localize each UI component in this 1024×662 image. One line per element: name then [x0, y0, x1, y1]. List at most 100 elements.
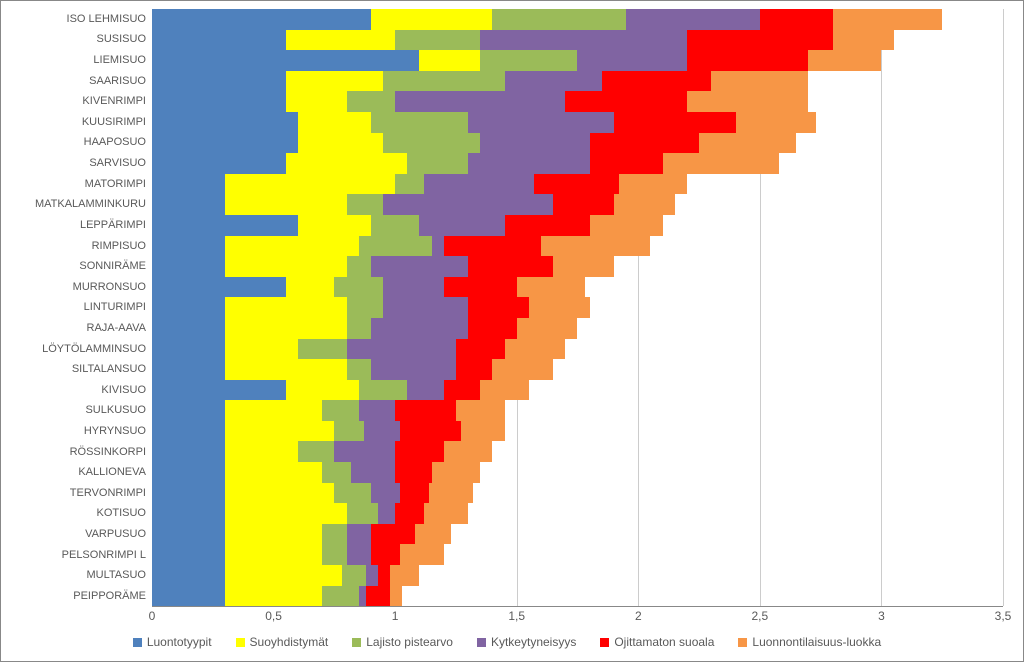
bar-row	[152, 91, 1003, 112]
bar-segment-ojittamaton	[468, 297, 529, 318]
bar-segment-luontotyypit	[152, 236, 225, 257]
category-label: LEPPÄRIMPI	[11, 220, 146, 231]
category-label: KUUSIRIMPI	[11, 117, 146, 128]
bar-segment-suoyhdistymat	[371, 9, 493, 30]
x-tick-label: 3,5	[995, 609, 1012, 623]
bar-segment-lajisto	[347, 297, 383, 318]
category-label: TERVONRIMPI	[11, 488, 146, 499]
category-label: SULKUSUO	[11, 405, 146, 416]
bar-segment-luonnontilaisuus	[456, 400, 505, 421]
bar-segment-lajisto	[395, 30, 480, 51]
bar-segment-luonnontilaisuus	[619, 174, 687, 195]
bar-segment-luontotyypit	[152, 359, 225, 380]
bar-segment-luontotyypit	[152, 71, 286, 92]
bar-segment-kytkeytyneisyys	[371, 318, 468, 339]
bar-segment-ojittamaton	[614, 112, 736, 133]
legend-item-suoyhdistymat: Suoyhdistymät	[236, 635, 329, 649]
legend-swatch	[600, 638, 609, 647]
bar-segment-luonnontilaisuus	[424, 503, 468, 524]
bar-segment-suoyhdistymat	[225, 503, 347, 524]
bar-segment-suoyhdistymat	[225, 400, 322, 421]
bar-segment-ojittamaton	[590, 153, 663, 174]
bar-segment-suoyhdistymat	[225, 236, 359, 257]
bar-segment-lajisto	[322, 400, 358, 421]
bar-segment-luontotyypit	[152, 318, 225, 339]
bar-segment-ojittamaton	[395, 462, 431, 483]
category-label: RIMPISUO	[11, 241, 146, 252]
legend: LuontotyypitSuoyhdistymätLajisto pistear…	[11, 625, 1003, 653]
bar-segment-kytkeytyneisyys	[364, 421, 400, 442]
bar-segment-suoyhdistymat	[286, 153, 408, 174]
bar-segment-lajisto	[298, 441, 334, 462]
bar-segment-suoyhdistymat	[225, 174, 395, 195]
bars-zone	[152, 9, 1003, 607]
x-tick-label: 1,5	[508, 609, 525, 623]
bar-segment-kytkeytyneisyys	[395, 91, 565, 112]
legend-item-lajisto: Lajisto pistearvo	[352, 635, 453, 649]
bar-segment-luonnontilaisuus	[432, 462, 481, 483]
bar-segment-kytkeytyneisyys	[432, 236, 444, 257]
bar-segment-suoyhdistymat	[298, 133, 383, 154]
bar-segment-kytkeytyneisyys	[383, 277, 444, 298]
bar-segment-suoyhdistymat	[225, 256, 347, 277]
bar-row	[152, 236, 1003, 257]
bars-container	[152, 9, 1003, 606]
category-label: KIVENRIMPI	[11, 96, 146, 107]
bar-segment-kytkeytyneisyys	[626, 9, 760, 30]
bar-segment-kytkeytyneisyys	[577, 50, 686, 71]
bar-segment-suoyhdistymat	[225, 421, 334, 442]
bar-row	[152, 318, 1003, 339]
bar-segment-suoyhdistymat	[298, 215, 371, 236]
bar-segment-lajisto	[407, 153, 468, 174]
bar-segment-ojittamaton	[400, 421, 461, 442]
legend-swatch	[738, 638, 747, 647]
bar-segment-luontotyypit	[152, 91, 286, 112]
bar-segment-kytkeytyneisyys	[359, 400, 395, 421]
bar-segment-luontotyypit	[152, 50, 419, 71]
bar-segment-luonnontilaisuus	[444, 441, 493, 462]
bar-segment-lajisto	[322, 544, 346, 565]
y-axis-labels: ISO LEHMISUOSUSISUOLIEMISUOSAARISUOKIVEN…	[11, 9, 152, 607]
category-label: MURRONSUO	[11, 282, 146, 293]
bar-segment-luonnontilaisuus	[833, 30, 894, 51]
legend-label: Luonnontilaisuus-luokka	[752, 635, 881, 649]
bar-row	[152, 565, 1003, 586]
bar-segment-kytkeytyneisyys	[419, 215, 504, 236]
bar-segment-luontotyypit	[152, 9, 371, 30]
bar-segment-luontotyypit	[152, 277, 286, 298]
bar-segment-ojittamaton	[602, 71, 711, 92]
plot-area: ISO LEHMISUOSUSISUOLIEMISUOSAARISUOKIVEN…	[11, 9, 1003, 607]
category-label: MULTASUO	[11, 570, 146, 581]
legend-label: Lajisto pistearvo	[366, 635, 453, 649]
category-label: SAARISUO	[11, 76, 146, 87]
bar-segment-kytkeytyneisyys	[407, 380, 443, 401]
bar-segment-suoyhdistymat	[225, 441, 298, 462]
bar-segment-luonnontilaisuus	[390, 565, 419, 586]
bar-segment-suoyhdistymat	[286, 30, 395, 51]
bar-segment-lajisto	[347, 256, 371, 277]
bar-segment-lajisto	[347, 318, 371, 339]
bar-row	[152, 133, 1003, 154]
bar-segment-lajisto	[383, 133, 480, 154]
bar-segment-kytkeytyneisyys	[480, 30, 687, 51]
bar-segment-suoyhdistymat	[286, 91, 347, 112]
category-label: LINTURIMPI	[11, 302, 146, 313]
bar-row	[152, 9, 1003, 30]
category-label: SILTALANSUO	[11, 364, 146, 375]
bar-segment-kytkeytyneisyys	[505, 71, 602, 92]
bar-segment-kytkeytyneisyys	[371, 359, 456, 380]
bar-segment-lajisto	[347, 503, 379, 524]
bar-segment-kytkeytyneisyys	[468, 153, 590, 174]
bar-segment-ojittamaton	[395, 503, 424, 524]
category-label: HYRYNSUO	[11, 426, 146, 437]
bar-segment-luontotyypit	[152, 215, 298, 236]
bar-segment-luonnontilaisuus	[687, 91, 809, 112]
bar-segment-lajisto	[347, 359, 371, 380]
bar-segment-suoyhdistymat	[419, 50, 480, 71]
bar-segment-luontotyypit	[152, 133, 298, 154]
bar-segment-lajisto	[480, 50, 577, 71]
category-label: KALLIONEVA	[11, 467, 146, 478]
legend-swatch	[352, 638, 361, 647]
bar-segment-ojittamaton	[366, 586, 390, 607]
bar-segment-kytkeytyneisyys	[480, 133, 589, 154]
